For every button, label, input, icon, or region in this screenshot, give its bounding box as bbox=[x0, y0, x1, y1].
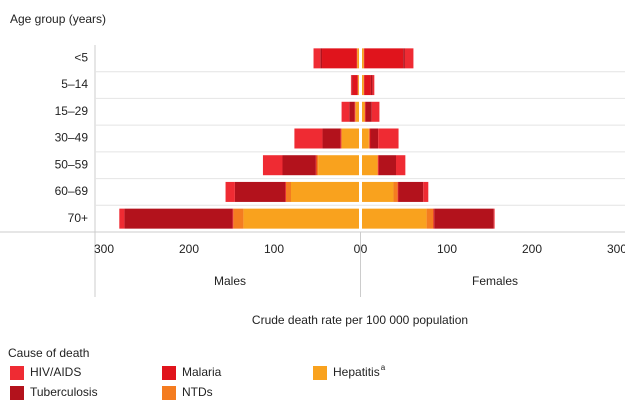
x-tick-label: 300 bbox=[607, 242, 625, 256]
legend-label: Malaria bbox=[182, 365, 222, 379]
bar-segment bbox=[232, 208, 234, 229]
x-tick-label: 200 bbox=[522, 242, 542, 256]
bar-segment bbox=[341, 128, 342, 149]
y-tick-label: 60–69 bbox=[55, 184, 89, 198]
bar-segment bbox=[124, 208, 233, 229]
bar-segment bbox=[225, 181, 235, 202]
bar-segment bbox=[364, 75, 371, 96]
bar-segment bbox=[352, 75, 358, 96]
bar-segment bbox=[285, 181, 286, 202]
bar-segment bbox=[372, 75, 375, 96]
bar-segment bbox=[340, 128, 342, 149]
x-tick-label: 300 bbox=[94, 242, 114, 256]
bar-segment bbox=[349, 101, 355, 122]
y-tick-label: 15–29 bbox=[55, 104, 89, 118]
right-label: Females bbox=[472, 274, 518, 288]
bar-segment bbox=[362, 48, 364, 69]
bar-segment bbox=[282, 155, 316, 176]
legend-swatch bbox=[162, 386, 176, 400]
legend-swatch bbox=[162, 366, 176, 380]
bar-segment bbox=[355, 101, 359, 122]
bar-segment bbox=[322, 128, 341, 149]
bar-segment bbox=[342, 128, 359, 149]
bar-segment bbox=[354, 101, 356, 122]
legend-title: Cause of death bbox=[8, 346, 89, 360]
bar-segment bbox=[234, 181, 286, 202]
bar-segment bbox=[423, 181, 429, 202]
bar-segment bbox=[369, 128, 371, 149]
bar-segment bbox=[315, 155, 317, 176]
bar-segment bbox=[370, 128, 379, 149]
y-tick-label: 50–59 bbox=[55, 157, 89, 171]
bar-segment bbox=[350, 75, 352, 96]
bar-segment bbox=[320, 48, 323, 69]
y-tick-label: 70+ bbox=[68, 211, 88, 225]
legend-swatch bbox=[10, 386, 24, 400]
x-axis-label: Crude death rate per 100 000 population bbox=[252, 313, 468, 327]
bar-segment bbox=[493, 208, 495, 229]
bar-segment bbox=[341, 101, 350, 122]
legend-label: Hepatitis bbox=[333, 365, 380, 379]
bar-segment bbox=[119, 208, 125, 229]
bar-segment bbox=[403, 48, 405, 69]
legend-superscript: a bbox=[381, 363, 386, 372]
bar-segment bbox=[318, 155, 359, 176]
y-tick-label: 30–49 bbox=[55, 131, 89, 145]
legend-swatch bbox=[313, 366, 327, 380]
bar-segment bbox=[362, 155, 378, 176]
bar-segment bbox=[351, 75, 353, 96]
bar-segment bbox=[243, 208, 359, 229]
bar-segment bbox=[398, 181, 424, 202]
x-tick-label: 0 bbox=[361, 242, 368, 256]
y-tick-label: 5–14 bbox=[61, 77, 88, 91]
bar-segment bbox=[364, 48, 404, 69]
bar-segment bbox=[362, 208, 427, 229]
bar-segment bbox=[294, 128, 323, 149]
bar-segment bbox=[316, 155, 319, 176]
bar-segment bbox=[365, 101, 372, 122]
x-tick-label: 200 bbox=[179, 242, 199, 256]
x-tick-label: 100 bbox=[264, 242, 284, 256]
bar-segment bbox=[377, 155, 379, 176]
bar-segment bbox=[362, 101, 365, 122]
bar-segment bbox=[358, 75, 359, 96]
bar-segment bbox=[322, 48, 357, 69]
bar-segment bbox=[393, 181, 398, 202]
legend-label: Tuberculosis bbox=[30, 385, 98, 399]
bar-segment bbox=[362, 181, 394, 202]
bar-segment bbox=[357, 48, 359, 69]
legend-swatch bbox=[10, 366, 24, 380]
bar-segment bbox=[285, 181, 291, 202]
y-tick-label: <5 bbox=[74, 51, 88, 65]
legend-label: NTDs bbox=[182, 385, 213, 399]
bar-segment bbox=[262, 155, 283, 176]
y-axis-label: Age group (years) bbox=[10, 12, 106, 26]
bar-segment bbox=[379, 155, 396, 176]
bar-segment bbox=[364, 101, 366, 122]
bar-segment bbox=[313, 48, 321, 69]
bar-segment bbox=[370, 75, 373, 96]
bar-segment bbox=[291, 181, 359, 202]
bar-segment bbox=[371, 101, 380, 122]
bar-segment bbox=[396, 155, 406, 176]
bar-segment bbox=[233, 208, 244, 229]
x-tick-label: 0 bbox=[354, 242, 361, 256]
bar-segment bbox=[362, 75, 364, 96]
bar-segment bbox=[404, 48, 414, 69]
bar-segment bbox=[397, 181, 399, 202]
bar-segment bbox=[378, 155, 379, 176]
left-label: Males bbox=[214, 274, 246, 288]
x-tick-label: 100 bbox=[437, 242, 457, 256]
bar-segment bbox=[368, 128, 370, 149]
bar-segment bbox=[434, 208, 494, 229]
bar-segment bbox=[378, 128, 399, 149]
bar-segment bbox=[362, 128, 369, 149]
bar-segment bbox=[426, 208, 434, 229]
bar-segment bbox=[433, 208, 435, 229]
legend-label: HIV/AIDS bbox=[30, 365, 81, 379]
